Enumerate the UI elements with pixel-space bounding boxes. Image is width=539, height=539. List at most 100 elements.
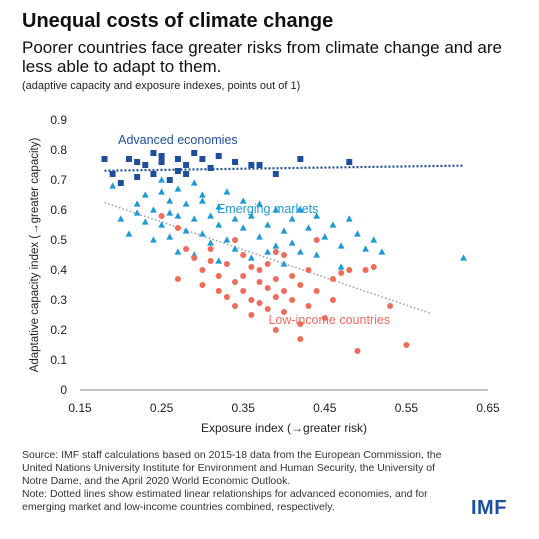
point-emerging-markets <box>158 188 165 195</box>
point-low-income-countries <box>305 267 312 273</box>
point-low-income-countries <box>240 252 247 258</box>
scatter-chart: 0.15 0.25 0.35 0.45 0.55 0.65 0 0.1 0.2 0.3 0.4 0.… <box>29 113 500 435</box>
trendline-advanced-economies <box>104 164 464 172</box>
point-low-income-countries <box>199 267 206 273</box>
point-emerging-markets <box>329 221 337 228</box>
point-low-income-countries <box>297 321 304 327</box>
point-advanced-economies <box>117 180 124 186</box>
source-text: Source: IMF staff calculations based on … <box>22 449 442 487</box>
point-low-income-countries <box>256 300 263 306</box>
point-advanced-economies <box>248 162 255 168</box>
series-labels: Advanced economies Emerging markets Low-in… <box>118 133 390 327</box>
x-tick-label: 0.15 <box>68 401 92 415</box>
point-emerging-markets <box>190 215 198 222</box>
point-emerging-markets <box>305 224 312 231</box>
point-emerging-markets <box>247 254 255 261</box>
axis-group: 0.15 0.25 0.35 0.45 0.55 0.65 0 0.1 0.2 0.3 0.4 0.… <box>29 113 500 435</box>
point-emerging-markets <box>337 242 345 249</box>
point-emerging-markets <box>215 203 223 210</box>
y-tick-label: 0.4 <box>50 263 67 277</box>
y-tick-label: 0.5 <box>50 233 67 247</box>
data-points <box>101 150 467 354</box>
label-advanced-economies: Advanced economies <box>118 133 238 147</box>
point-emerging-markets <box>150 206 157 213</box>
point-emerging-markets <box>264 248 272 255</box>
point-emerging-markets <box>109 182 117 189</box>
point-low-income-countries <box>232 279 239 285</box>
x-axis-label: Exposure index (→greater risk) <box>201 421 367 435</box>
point-low-income-countries <box>329 276 336 282</box>
point-emerging-markets <box>460 254 467 261</box>
point-emerging-markets <box>215 221 223 228</box>
x-tick-label: 0.25 <box>150 401 174 415</box>
point-low-income-countries <box>174 276 181 282</box>
y-tick-label: 0.7 <box>50 173 67 187</box>
point-emerging-markets <box>280 260 288 267</box>
y-tick-label: 0.3 <box>50 293 67 307</box>
y-tick-label: 0.2 <box>50 323 67 337</box>
point-low-income-countries <box>297 282 304 288</box>
point-emerging-markets <box>199 191 206 198</box>
footnote-text: Note: Dotted lines show estimated linear… <box>22 488 428 513</box>
point-emerging-markets <box>207 212 214 219</box>
point-emerging-markets <box>174 185 182 192</box>
point-emerging-markets <box>321 233 329 240</box>
point-low-income-countries <box>297 336 304 342</box>
point-low-income-countries <box>305 303 312 309</box>
point-emerging-markets <box>337 263 345 270</box>
point-low-income-countries <box>223 294 230 300</box>
point-low-income-countries <box>207 246 214 252</box>
point-low-income-countries <box>215 288 222 294</box>
point-emerging-markets <box>199 197 206 204</box>
point-advanced-economies <box>101 156 108 162</box>
point-advanced-economies <box>166 177 173 183</box>
point-low-income-countries <box>272 249 279 255</box>
point-advanced-economies <box>183 171 190 177</box>
point-low-income-countries <box>191 255 198 261</box>
y-tick-label: 0.8 <box>50 143 67 157</box>
point-low-income-countries <box>248 312 255 318</box>
y-tick-label: 0.1 <box>50 353 67 367</box>
point-advanced-economies <box>174 168 181 174</box>
point-low-income-countries <box>338 270 345 276</box>
point-advanced-economies <box>158 153 165 159</box>
point-advanced-economies <box>256 162 263 168</box>
point-emerging-markets <box>166 197 174 204</box>
point-low-income-countries <box>272 327 279 333</box>
point-low-income-countries <box>264 261 271 267</box>
x-tick-labels: 0.15 0.25 0.35 0.45 0.55 0.65 <box>68 401 500 415</box>
point-advanced-economies <box>109 171 116 177</box>
label-emerging-markets: Emerging markets <box>217 202 318 216</box>
point-low-income-countries <box>174 225 181 231</box>
point-emerging-markets <box>133 209 141 216</box>
point-low-income-countries <box>272 276 279 282</box>
point-advanced-economies <box>346 159 353 165</box>
point-low-income-countries <box>223 261 230 267</box>
point-emerging-markets <box>215 257 223 264</box>
point-emerging-markets <box>264 221 272 228</box>
point-low-income-countries <box>346 267 353 273</box>
point-emerging-markets <box>272 206 280 213</box>
point-low-income-countries <box>240 273 247 279</box>
point-advanced-economies <box>191 150 198 156</box>
point-emerging-markets <box>158 221 165 228</box>
point-emerging-markets <box>280 227 288 234</box>
point-low-income-countries <box>329 297 336 303</box>
point-advanced-economies <box>150 171 157 177</box>
point-emerging-markets <box>207 239 214 246</box>
point-emerging-markets <box>231 245 239 252</box>
point-emerging-markets <box>370 236 378 243</box>
point-advanced-economies <box>215 153 222 159</box>
point-low-income-countries <box>281 309 287 315</box>
point-advanced-economies <box>183 162 190 168</box>
point-low-income-countries <box>264 285 271 291</box>
point-emerging-markets <box>288 215 296 222</box>
point-low-income-countries <box>387 303 394 309</box>
point-low-income-countries <box>207 258 214 264</box>
point-emerging-markets <box>288 239 296 246</box>
units-note: (adaptive capacity and exposure indexes,… <box>22 80 301 92</box>
point-low-income-countries <box>264 306 271 312</box>
point-emerging-markets <box>158 176 165 183</box>
point-emerging-markets <box>223 236 231 243</box>
point-advanced-economies <box>272 171 279 177</box>
